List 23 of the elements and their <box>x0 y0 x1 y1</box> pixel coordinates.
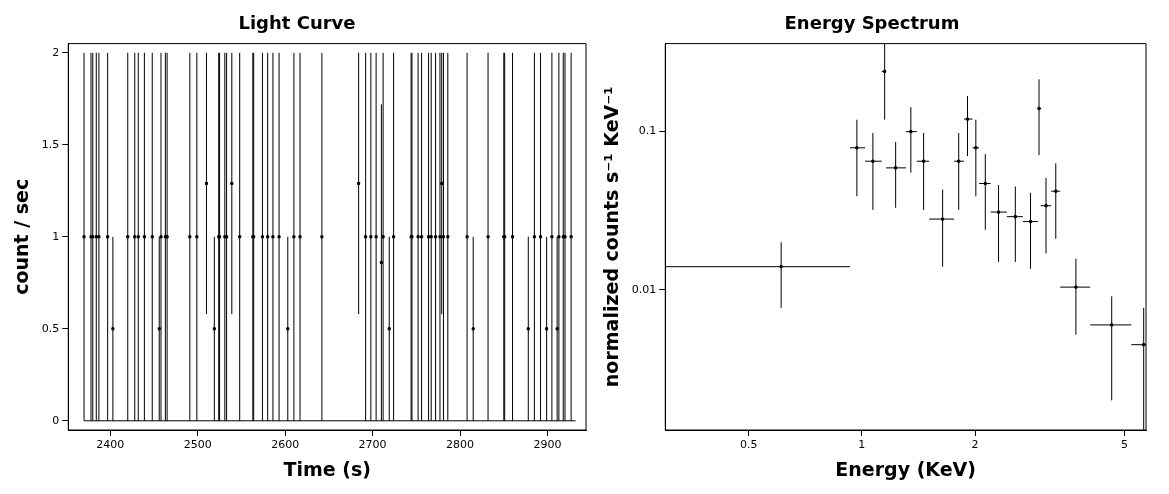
x-tick-label: 2700 <box>358 438 387 452</box>
chart-title: Light Curve <box>238 12 356 34</box>
x-tick-label: 2 <box>971 438 979 452</box>
y-tick-label: 0.5 <box>41 321 60 335</box>
x-tick-label: 0.5 <box>739 438 758 452</box>
y-axis-title: count / sec <box>10 178 33 295</box>
x-tick-label: 2400 <box>96 438 125 452</box>
x-tick-label: 2500 <box>183 438 212 452</box>
x-tick-label: 2600 <box>271 438 300 452</box>
y-tick-label: 1.5 <box>41 137 60 151</box>
y-tick-label: 2 <box>52 45 60 59</box>
x-axis-title: Time (s) <box>283 457 371 480</box>
x-tick-label: 2900 <box>533 438 562 452</box>
chart-title: Energy Spectrum <box>784 12 960 34</box>
x-tick-label: 2800 <box>446 438 475 452</box>
y-axis-title: normalized counts s⁻¹ KeV⁻¹ <box>600 86 623 388</box>
y-tick-label: 1 <box>52 229 60 243</box>
y-tick-label: 0.01 <box>631 282 657 296</box>
y-tick-label: 0 <box>52 413 60 427</box>
x-axis-title: Energy (KeV) <box>835 457 977 480</box>
x-tick-label: 1 <box>858 438 866 452</box>
x-tick-label: 5 <box>1121 438 1129 452</box>
y-tick-label: 0.1 <box>638 124 657 138</box>
